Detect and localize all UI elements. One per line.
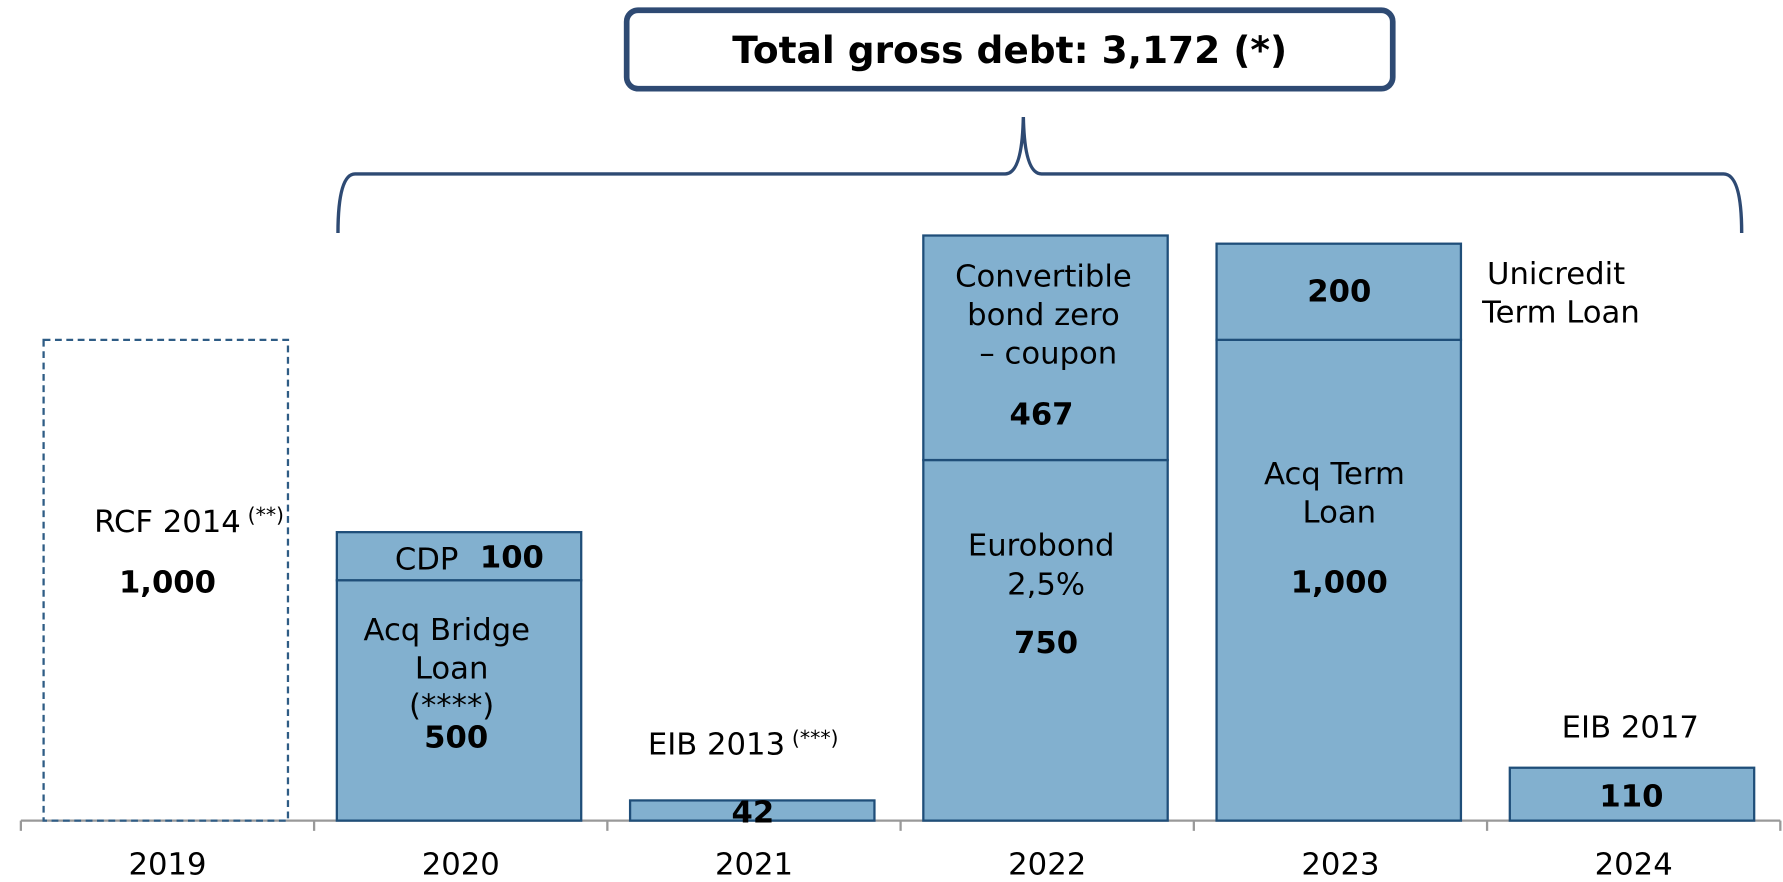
segment-name-line: CDP bbox=[395, 542, 459, 577]
segment-name: Convertible bond zero – coupon bbox=[955, 259, 1141, 371]
segment-name-line: EIB 2017 bbox=[1562, 710, 1699, 745]
segment-name-line: Acq Term bbox=[1264, 457, 1415, 492]
segment-name-line: 2,5% bbox=[1007, 567, 1085, 602]
value-label: 100 bbox=[480, 541, 544, 576]
value-label: 467 bbox=[1010, 397, 1074, 432]
segment-name-line: Unicredit bbox=[1487, 257, 1635, 292]
value-label: 500 bbox=[424, 720, 488, 755]
value-label: 110 bbox=[1599, 779, 1663, 814]
segment-name-line: – coupon bbox=[979, 336, 1117, 371]
segment-name-line: Eurobond bbox=[968, 528, 1124, 563]
bar-segment bbox=[335, 531, 583, 582]
segment-name-line: EIB 2013 bbox=[648, 727, 785, 762]
segment-name: Acq Bridge Loan bbox=[364, 612, 540, 686]
bar-segment bbox=[628, 799, 876, 822]
segment-note: (****) bbox=[409, 688, 494, 723]
segment-name: Acq Term Loan bbox=[1264, 457, 1415, 531]
value-label: 1,000 bbox=[119, 566, 216, 601]
value-label: 42 bbox=[731, 795, 774, 830]
segment-name: EIB 2013 bbox=[648, 727, 785, 762]
value-label: 750 bbox=[1014, 626, 1078, 661]
bar-segment bbox=[335, 579, 583, 822]
segment-name-line: Loan bbox=[1303, 495, 1377, 530]
segment-name: CDP bbox=[395, 542, 459, 577]
segment-name-line: RCF 2014 bbox=[94, 504, 241, 539]
segment-name: EIB 2017 bbox=[1562, 710, 1699, 745]
segment-name-line: Term Loan bbox=[1481, 295, 1640, 330]
x-tick-label: 2020 bbox=[422, 848, 500, 882]
x-tick-label: 2021 bbox=[715, 848, 793, 882]
segment-name: Eurobond 2,5% bbox=[968, 528, 1124, 602]
bar-segment bbox=[922, 234, 1169, 462]
segment-name: RCF 2014 bbox=[94, 504, 241, 539]
bar-segment bbox=[1215, 338, 1463, 822]
chart-title: Total gross debt: 3,172 (*) bbox=[732, 28, 1287, 72]
value-label: 200 bbox=[1307, 275, 1371, 310]
title-box bbox=[623, 7, 1396, 92]
bar-segment bbox=[1215, 242, 1463, 341]
bar-segment bbox=[1508, 766, 1756, 822]
brace bbox=[336, 117, 1744, 234]
x-tick-label: 2024 bbox=[1595, 848, 1673, 882]
value-label: 1,000 bbox=[1291, 566, 1388, 601]
segment-name-line: bond zero bbox=[967, 297, 1129, 332]
x-tick-label: 2022 bbox=[1008, 848, 1086, 882]
segment-note: (***) bbox=[792, 726, 839, 750]
x-tick-label: 2023 bbox=[1301, 848, 1379, 882]
segment-name-line: Loan bbox=[415, 651, 489, 686]
segment-name-line: Convertible bbox=[955, 259, 1141, 294]
x-tick-label: 2019 bbox=[128, 848, 206, 882]
bar-segment bbox=[42, 338, 290, 822]
segment-note: (**) bbox=[248, 503, 284, 527]
segment-name: Unicredit Term Loan bbox=[1481, 257, 1640, 331]
segment-name-line: Acq Bridge bbox=[364, 612, 540, 647]
